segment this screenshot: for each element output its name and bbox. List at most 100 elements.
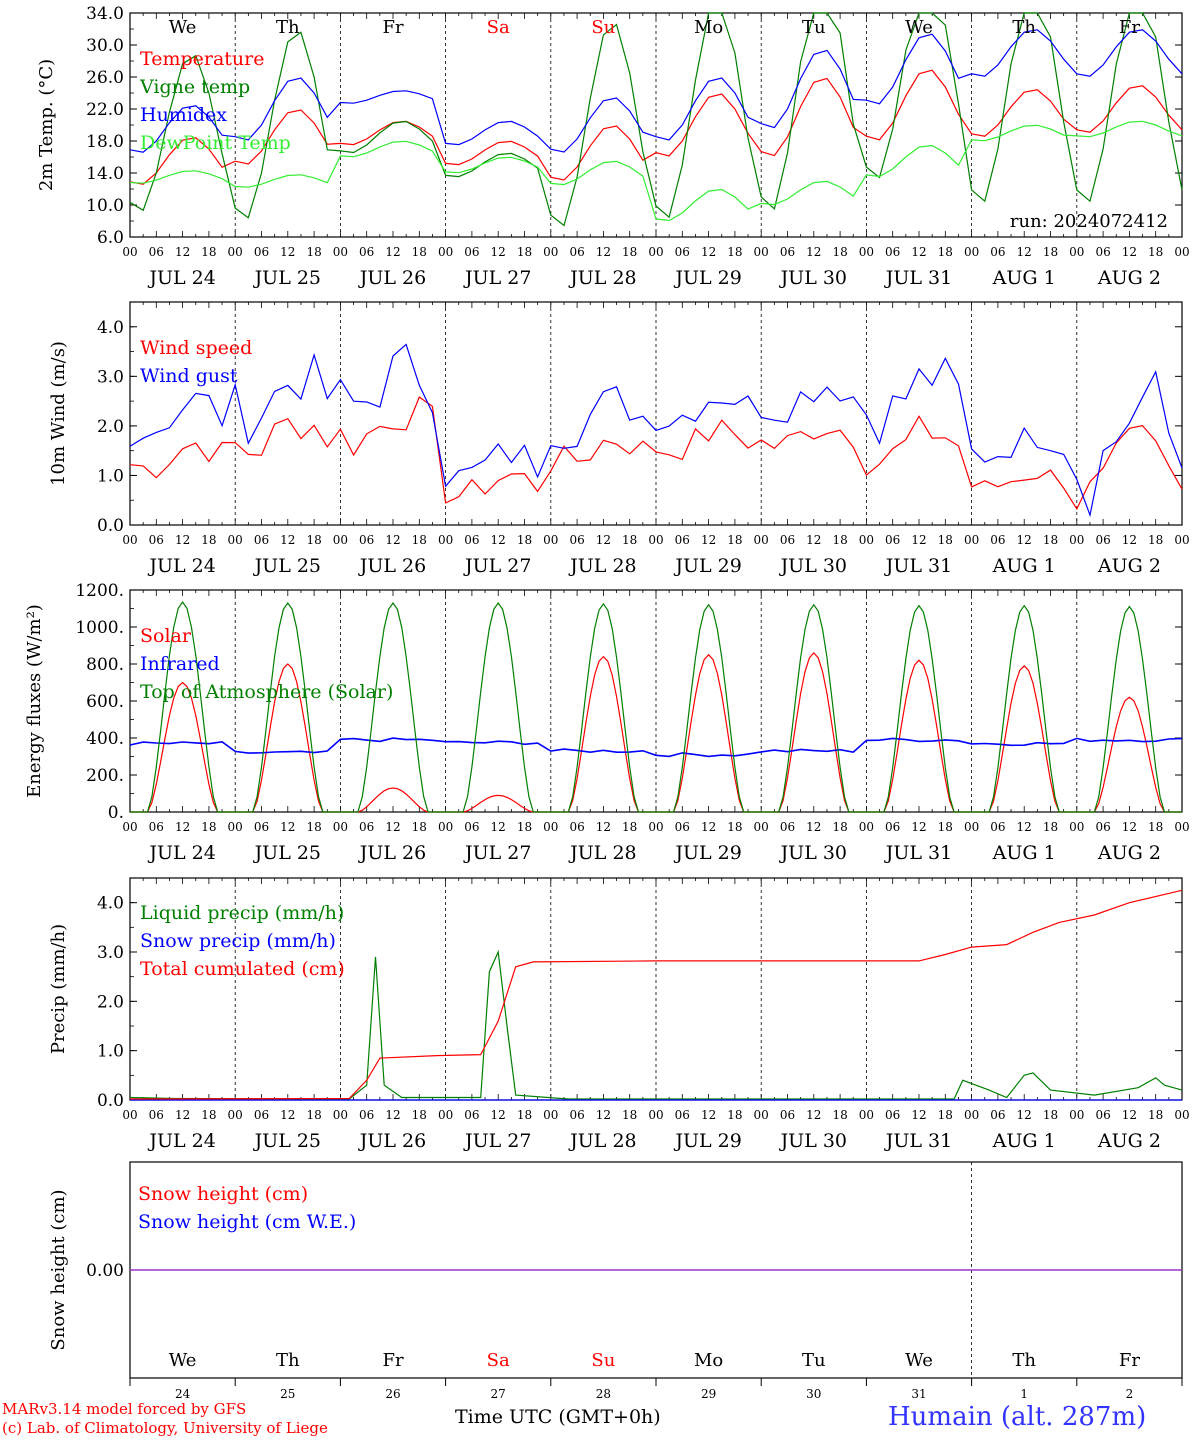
- day-number-label: 26: [385, 1387, 400, 1401]
- weekday-label: Fr: [382, 17, 403, 38]
- hour-tick-label: 18: [1148, 1108, 1163, 1122]
- hour-tick-label: 06: [254, 533, 269, 547]
- hour-tick-label: 06: [569, 820, 584, 834]
- hour-tick-label: 06: [780, 1108, 795, 1122]
- y-tick-label: 30.0: [86, 36, 124, 56]
- day-label: JUL 27: [463, 555, 531, 577]
- day-number-label: 2: [1126, 1387, 1134, 1401]
- hour-tick-label: 18: [517, 245, 532, 259]
- hour-tick-label: 12: [1122, 1108, 1137, 1122]
- hour-tick-label: 12: [385, 245, 400, 259]
- day-label: JUL 26: [358, 267, 426, 289]
- hour-tick-label: 18: [201, 1108, 216, 1122]
- hour-tick-label: 00: [543, 820, 558, 834]
- hour-tick-label: 18: [938, 820, 953, 834]
- hour-tick-label: 00: [228, 820, 243, 834]
- hour-tick-label: 06: [149, 245, 164, 259]
- hour-tick-label: 12: [1017, 245, 1032, 259]
- legend-entry: DewPoint Temp: [140, 132, 291, 154]
- day-label: AUG 1: [992, 267, 1056, 289]
- hour-tick-label: 12: [701, 1108, 716, 1122]
- hour-tick-label: 18: [832, 820, 847, 834]
- series-line: [129, 69, 1183, 185]
- hour-tick-label: 00: [228, 533, 243, 547]
- hour-tick-label: 06: [1095, 245, 1110, 259]
- hour-tick-label: 00: [859, 1108, 874, 1122]
- hour-tick-label: 18: [1148, 245, 1163, 259]
- series-line: [130, 600, 1182, 813]
- hour-tick-label: 00: [1174, 820, 1189, 834]
- credit-lab: (c) Lab. of Climatology, University of L…: [2, 1419, 328, 1437]
- hour-tick-label: 12: [1122, 533, 1137, 547]
- day-label: JUL 27: [463, 267, 531, 289]
- hour-tick-label: 18: [1043, 1108, 1058, 1122]
- hour-tick-label: 00: [964, 1108, 979, 1122]
- y-tick-label: 1.0: [97, 466, 124, 486]
- day-label: JUL 28: [568, 842, 636, 864]
- hour-tick-label: 06: [149, 1108, 164, 1122]
- hour-tick-label: 18: [1043, 245, 1058, 259]
- hour-tick-label: 06: [885, 820, 900, 834]
- hour-tick-label: 18: [306, 820, 321, 834]
- hour-tick-label: 12: [1017, 820, 1032, 834]
- hour-tick-label: 18: [1148, 820, 1163, 834]
- weekday-label: Th: [1012, 1350, 1036, 1371]
- hour-tick-label: 12: [596, 1108, 611, 1122]
- series-line: [129, 12, 1183, 227]
- series-line: [129, 949, 1183, 1100]
- day-label: JUL 31: [884, 1130, 952, 1152]
- y-axis-title: Energy fluxes (W/m²): [24, 604, 45, 798]
- hour-tick-label: 18: [412, 245, 427, 259]
- day-label: JUL 24: [147, 267, 215, 289]
- hour-tick-label: 00: [1174, 1108, 1189, 1122]
- day-label: JUL 28: [568, 1130, 636, 1152]
- day-label: AUG 2: [1097, 1130, 1161, 1152]
- hour-tick-label: 18: [412, 820, 427, 834]
- y-tick-label: 0.: [108, 803, 124, 823]
- day-label: JUL 29: [673, 842, 741, 864]
- hour-tick-label: 06: [359, 820, 374, 834]
- legend-entry: Snow height (cm W.E.): [138, 1211, 356, 1233]
- y-tick-label: 2.0: [97, 417, 124, 437]
- y-tick-label: 14.0: [86, 164, 124, 184]
- y-tick-label: 4.0: [97, 894, 124, 914]
- hour-tick-label: 12: [701, 820, 716, 834]
- day-number-label: 24: [175, 1387, 191, 1401]
- y-tick-label: 600.: [86, 692, 124, 712]
- legend-entry: Infrared: [140, 653, 220, 675]
- hour-tick-label: 06: [990, 1108, 1005, 1122]
- station-name: Humain (alt. 287m): [888, 1402, 1147, 1432]
- day-label: JUL 31: [884, 555, 952, 577]
- hour-tick-label: 18: [517, 533, 532, 547]
- hour-tick-label: 06: [675, 245, 690, 259]
- weekday-label: Fr: [1119, 17, 1140, 38]
- hour-tick-label: 18: [517, 820, 532, 834]
- hour-tick-label: 12: [491, 245, 506, 259]
- y-tick-label: 26.0: [86, 68, 124, 88]
- hour-tick-label: 06: [675, 820, 690, 834]
- day-label: JUL 31: [884, 267, 952, 289]
- hour-tick-label: 00: [333, 533, 348, 547]
- legend-entry: Humidex: [140, 104, 227, 126]
- hour-tick-label: 12: [911, 533, 926, 547]
- hour-tick-label: 06: [885, 1108, 900, 1122]
- day-label: AUG 2: [1097, 555, 1161, 577]
- hour-tick-label: 18: [1043, 820, 1058, 834]
- hour-tick-label: 12: [175, 245, 190, 259]
- series-line: [129, 120, 1183, 222]
- series-line: [129, 343, 1183, 518]
- hour-tick-label: 00: [438, 820, 453, 834]
- weekday-label: Sa: [487, 1350, 510, 1371]
- day-label: JUL 30: [779, 555, 847, 577]
- y-tick-label: 34.0: [86, 4, 124, 24]
- hour-tick-label: 12: [491, 533, 506, 547]
- day-label: JUL 25: [253, 555, 321, 577]
- hour-tick-label: 12: [280, 245, 295, 259]
- hour-tick-label: 12: [385, 820, 400, 834]
- legend-entry: Total cumulated (cm): [140, 958, 345, 980]
- day-label: JUL 24: [147, 1130, 215, 1152]
- weekday-label: Fr: [382, 1350, 403, 1371]
- hour-tick-label: 06: [780, 245, 795, 259]
- hour-tick-label: 12: [280, 533, 295, 547]
